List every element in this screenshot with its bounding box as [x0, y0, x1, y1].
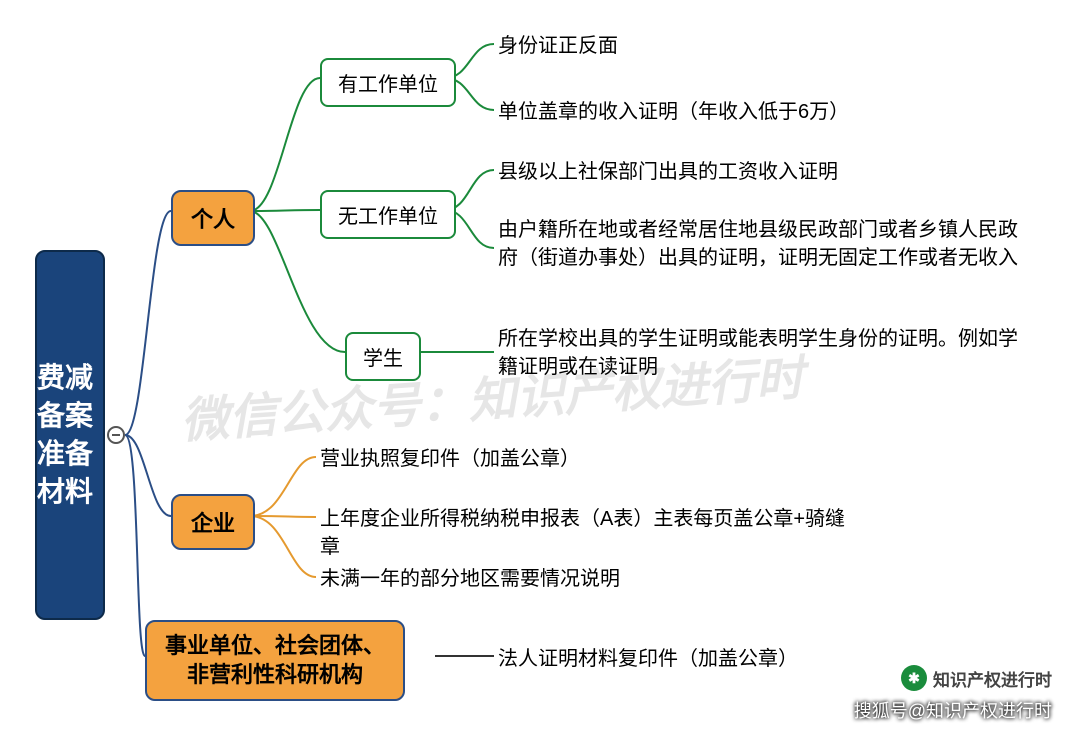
category-label-enterprise: 企业 [191, 506, 235, 538]
sub-label-employed: 有工作单位 [338, 68, 438, 97]
wechat-logo-icon: ✱ [901, 665, 927, 691]
root-node: 费减备案准备材料 [35, 250, 105, 620]
category-node-enterprise: 企业 [171, 494, 255, 550]
leaf-unemployed-social: 县级以上社保部门出具的工资收入证明 [498, 158, 838, 186]
leaf-institution-legal: 法人证明材料复印件（加盖公章） [498, 645, 798, 673]
sub-label-student: 学生 [363, 342, 403, 371]
leaf-enterprise-underyear: 未满一年的部分地区需要情况说明 [320, 565, 620, 593]
attribution-wechat-text: 知识产权进行时 [933, 666, 1052, 691]
category-node-institution: 事业单位、社会团体、 非营利性科研机构 [145, 620, 405, 701]
sub-label-unemployed: 无工作单位 [338, 200, 438, 229]
category-label-personal: 个人 [191, 202, 235, 234]
leaf-unemployed-civil: 由户籍所在地或者经常居住地县级民政部门或者乡镇人民政府（街道办事处）出具的证明，… [498, 216, 1018, 272]
leaf-student-proof: 所在学校出具的学生证明或能表明学生身份的证明。例如学籍证明或在读证明 [498, 325, 1018, 381]
sub-node-student: 学生 [345, 332, 421, 381]
leaf-employed-income: 单位盖章的收入证明（年收入低于6万） [498, 98, 849, 126]
category-label-institution: 事业单位、社会团体、 非营利性科研机构 [165, 632, 385, 689]
collapse-icon[interactable] [107, 426, 125, 444]
category-node-personal: 个人 [171, 190, 255, 246]
root-label: 费减备案准备材料 [37, 359, 103, 510]
leaf-enterprise-tax: 上年度企业所得税纳税申报表（A表）主表每页盖公章+骑缝章 [320, 505, 860, 561]
attribution-sohu: 搜狐号@知识产权进行时 [854, 697, 1052, 723]
leaf-enterprise-license: 营业执照复印件（加盖公章） [320, 445, 580, 473]
leaf-employed-id: 身份证正反面 [498, 32, 618, 60]
attribution-wechat: ✱ 知识产权进行时 [901, 665, 1052, 691]
sub-node-employed: 有工作单位 [320, 58, 456, 107]
sub-node-unemployed: 无工作单位 [320, 190, 456, 239]
diagram-canvas: 微信公众号：知识产权进行时 费减备案准备材料 个人 有工作单位 无工作单位 学生… [0, 0, 1080, 733]
